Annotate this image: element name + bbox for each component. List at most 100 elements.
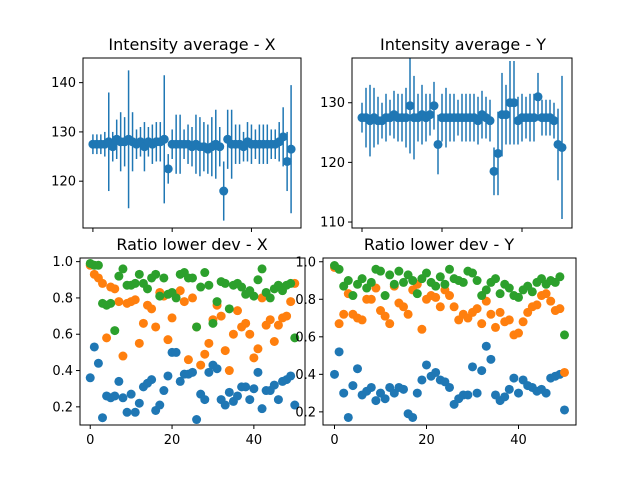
data-point (224, 366, 234, 376)
data-point (399, 277, 408, 287)
data-point (477, 319, 487, 329)
data-point (249, 353, 259, 363)
data-point (215, 142, 225, 152)
data-point (417, 375, 427, 385)
data-point (257, 264, 267, 274)
data-point (431, 281, 441, 291)
data-point (425, 110, 435, 120)
data-point (216, 311, 226, 321)
data-point (366, 382, 376, 392)
y-tick-label: 0.8 (295, 293, 316, 308)
data-point (151, 269, 161, 279)
data-point (429, 101, 439, 111)
data-point (290, 400, 300, 410)
data-point (108, 142, 118, 152)
data-point (533, 92, 543, 102)
data-point (445, 291, 454, 301)
x-tick-label: 20 (164, 433, 181, 448)
data-point (286, 297, 296, 307)
data-point (449, 302, 459, 312)
chart-title: Ratio lower dev - Y (364, 235, 514, 254)
data-point (495, 289, 505, 299)
axes-frame (82, 57, 302, 229)
data-point (491, 274, 500, 284)
data-point (102, 333, 112, 343)
data-point (269, 337, 279, 346)
data-point (204, 338, 214, 348)
y-tick-label: 130 (51, 125, 76, 140)
data-point (334, 347, 344, 357)
data-point (253, 344, 263, 354)
data-point (286, 278, 296, 288)
data-point (394, 266, 404, 276)
data-point (188, 367, 197, 377)
data-point (481, 285, 491, 295)
data-point (167, 313, 177, 323)
data-point (93, 358, 103, 368)
data-point (147, 375, 157, 385)
data-point (138, 318, 148, 328)
y-tick-label: 110 (320, 216, 345, 231)
data-point (175, 376, 185, 386)
y-tick-label: 0.8 (52, 291, 73, 306)
data-point (445, 382, 454, 392)
data-point (85, 373, 95, 383)
data-point (134, 398, 144, 408)
data-point (376, 266, 385, 276)
data-point (546, 296, 556, 306)
series-blue (88, 70, 296, 221)
data-point (509, 373, 519, 383)
data-point (468, 268, 477, 278)
data-point (389, 279, 399, 289)
panel-ratio-y: Ratio lower dev - Y 0.2 0.4 0.6 0.8 1.0 0 20 40 (295, 235, 577, 448)
data-point (93, 260, 103, 270)
chart-title: Ratio lower dev - X (116, 235, 267, 254)
data-point (163, 164, 173, 174)
data-point (371, 396, 381, 406)
data-point (110, 284, 120, 294)
data-point (171, 293, 181, 303)
data-point (348, 291, 358, 301)
data-point (422, 268, 431, 278)
y-tick-label: 0.6 (52, 328, 73, 343)
data-point (98, 278, 107, 288)
data-point (403, 309, 413, 319)
data-point (212, 364, 222, 374)
data-point (134, 338, 144, 348)
data-point (179, 297, 189, 307)
data-point (343, 412, 353, 422)
y-tick-label: 0.6 (295, 330, 316, 345)
data-point (257, 404, 267, 414)
data-point (188, 273, 197, 283)
data-point (118, 393, 128, 403)
data-point (529, 113, 539, 123)
data-point (192, 322, 202, 332)
data-point (220, 278, 230, 288)
data-point (348, 381, 358, 391)
data-point (560, 330, 569, 340)
data-point (380, 394, 390, 404)
data-point (489, 166, 499, 176)
data-point (208, 318, 218, 328)
data-point (380, 311, 390, 321)
data-point (245, 329, 255, 339)
series-blue (330, 341, 569, 422)
chart-title: Intensity average - X (108, 35, 275, 54)
data-point (159, 386, 169, 396)
data-point (163, 335, 173, 345)
series-blue (85, 342, 300, 425)
data-point (282, 311, 292, 321)
data-point (339, 309, 349, 319)
data-point (468, 362, 477, 372)
data-point (412, 388, 422, 398)
data-point (159, 273, 169, 283)
y-tick-label: 130 (320, 96, 345, 111)
data-point (555, 272, 565, 282)
x-tick-label: 20 (418, 433, 435, 448)
data-point (245, 395, 255, 405)
data-point (527, 287, 537, 297)
series-green (85, 258, 300, 343)
data-point (433, 139, 443, 149)
data-point (472, 276, 482, 286)
data-point (514, 292, 523, 302)
